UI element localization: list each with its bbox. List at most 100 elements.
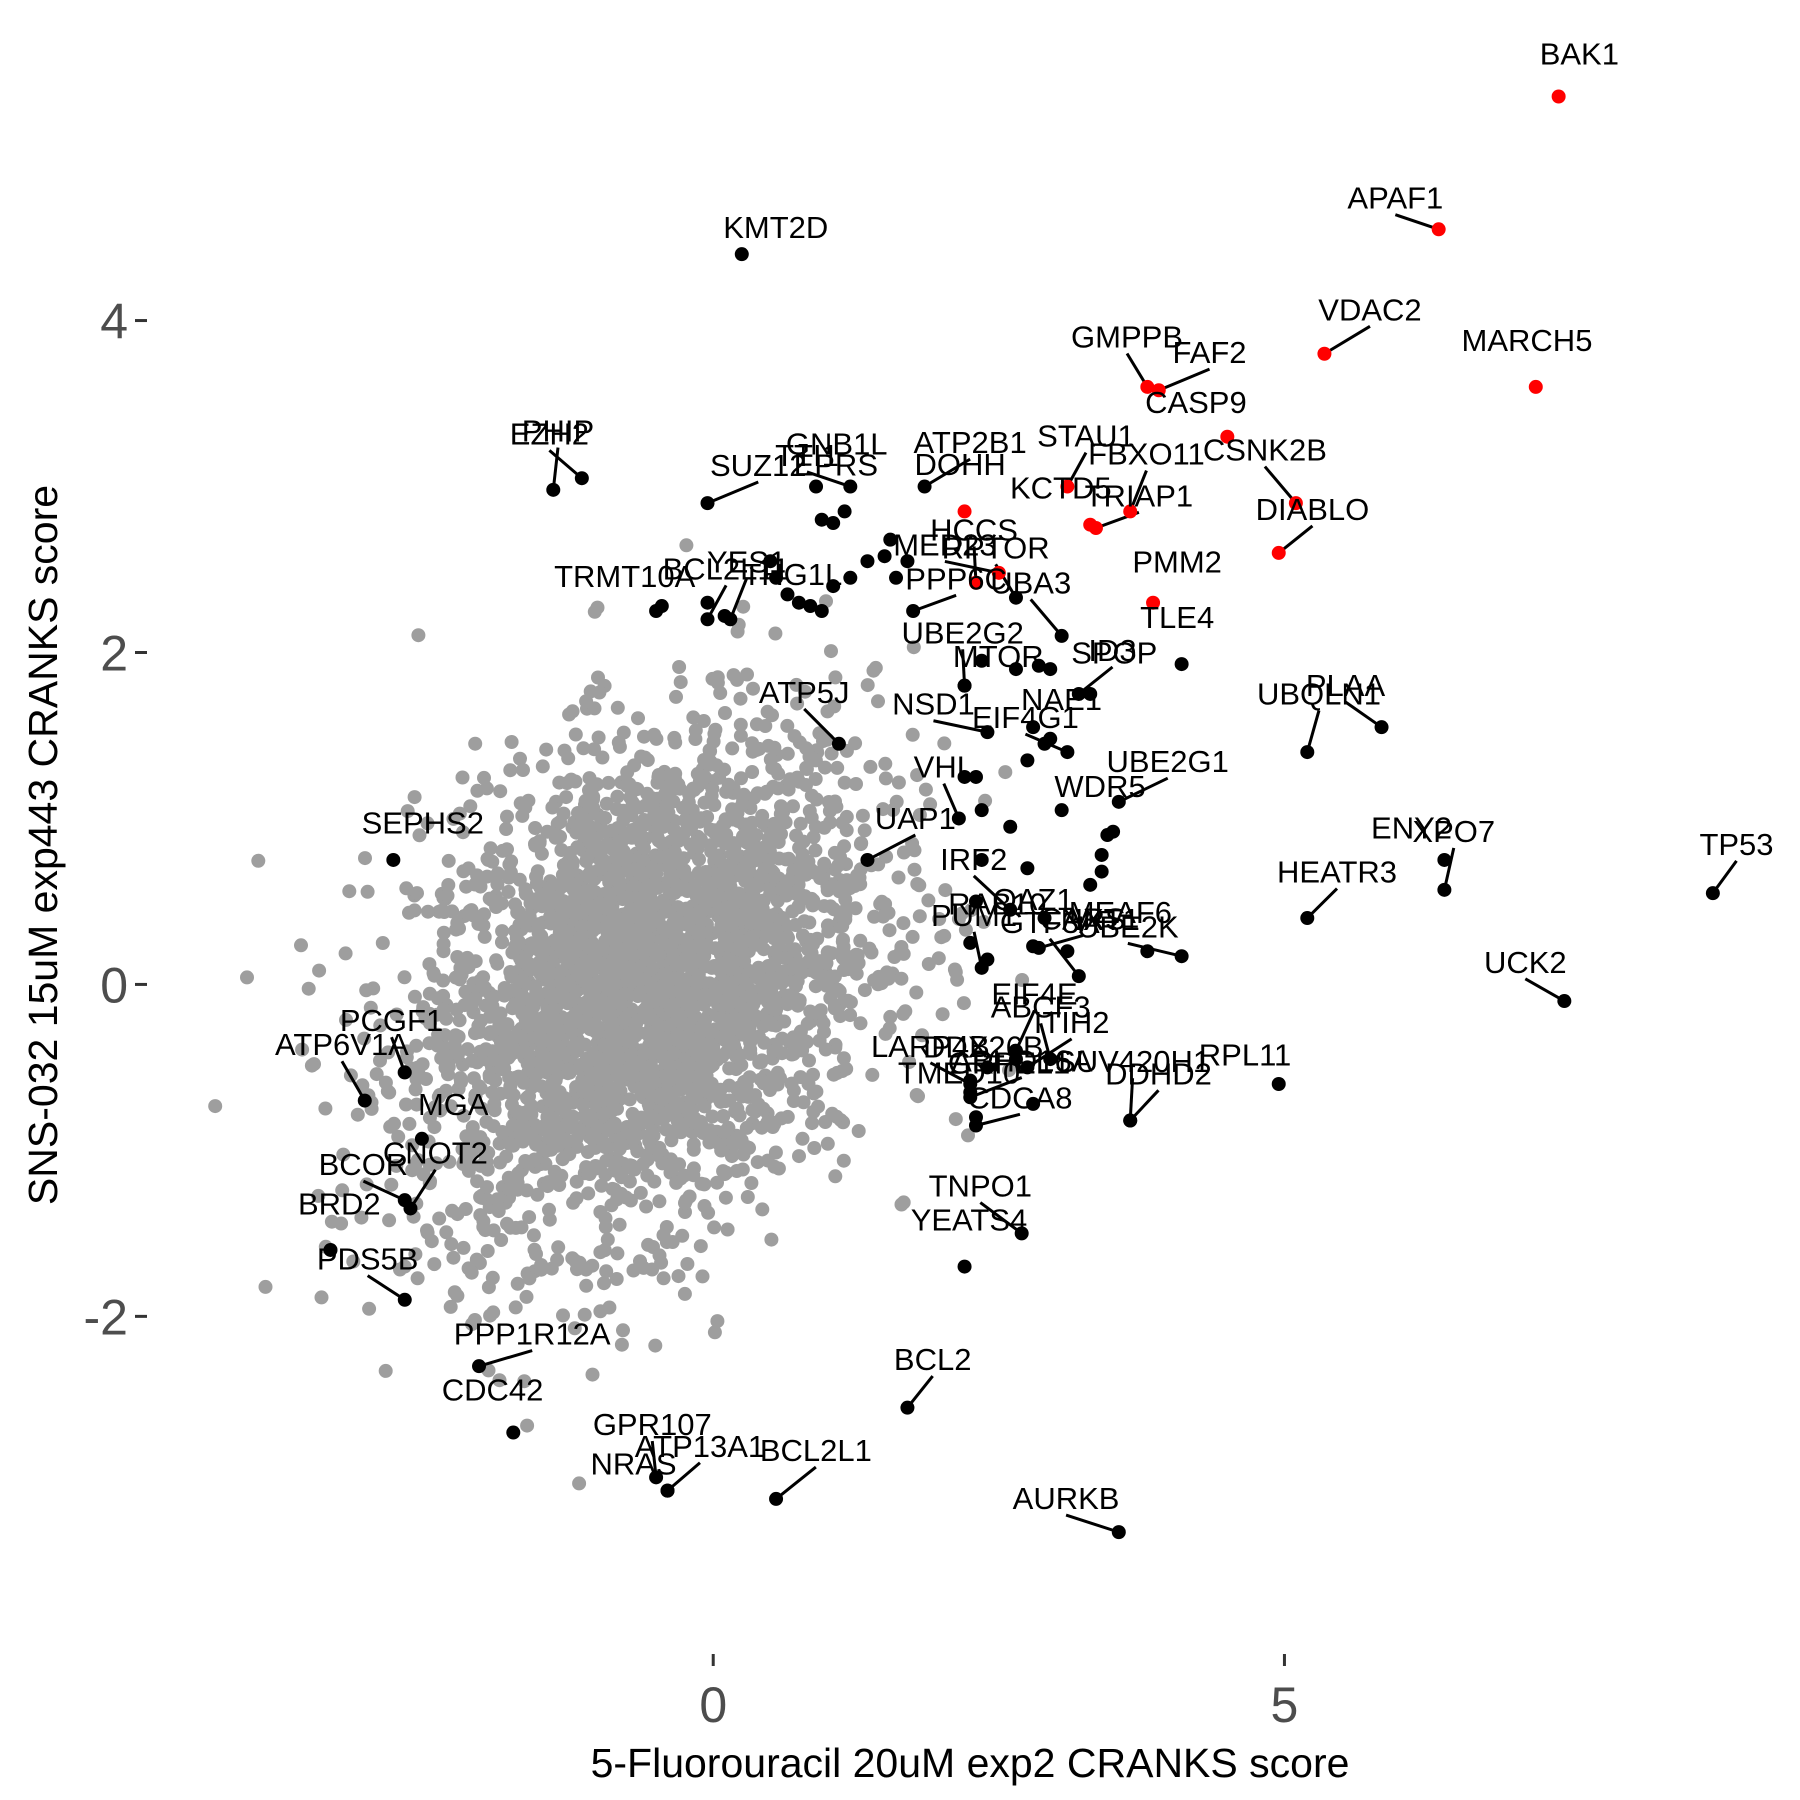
labeled-point-gpr107 xyxy=(649,1470,664,1485)
labeled-point-larp4b xyxy=(963,1077,978,1092)
bulk-point xyxy=(512,995,526,1010)
bulk-point xyxy=(806,1067,820,1082)
bulk-point xyxy=(1002,1063,1016,1078)
bulk-point xyxy=(585,963,600,978)
bulk-point xyxy=(579,694,594,709)
bulk-point xyxy=(713,686,728,700)
bulk-point xyxy=(817,856,832,871)
point-bcor-label: BCOR xyxy=(319,1147,409,1182)
point-vhl-label: VHL xyxy=(914,750,974,785)
labeled-point-nae1 xyxy=(1037,736,1052,751)
bulk-point xyxy=(490,866,505,881)
bulk-point xyxy=(645,1046,660,1061)
bulk-point xyxy=(624,783,639,798)
bulk-point xyxy=(724,1149,739,1164)
bulk-point xyxy=(702,1123,717,1138)
bulk-point xyxy=(495,1062,510,1077)
bulk-point xyxy=(667,885,682,900)
point-ddx26b-label: DDX26B xyxy=(923,1029,1044,1064)
bulk-point xyxy=(745,765,760,779)
bulk-point xyxy=(837,839,852,854)
labeled-point-brd2 xyxy=(323,1242,338,1257)
highlighted-point-apaf1 xyxy=(1431,222,1446,237)
highlighted-vdac2-leader-line xyxy=(1323,325,1371,356)
bulk-point xyxy=(1015,973,1030,987)
bulk-point xyxy=(445,1203,460,1218)
bulk-point xyxy=(821,924,836,939)
bulk-point xyxy=(733,1048,747,1063)
bulk-point xyxy=(793,856,808,871)
bulk-point xyxy=(828,1169,843,1184)
bulk-point xyxy=(826,1067,841,1082)
bulk-point xyxy=(690,779,705,794)
point-atp6v1a-leader-line xyxy=(340,1060,367,1102)
highlighted-med23-leader-line xyxy=(944,559,1000,575)
bulk-point xyxy=(796,1095,811,1110)
bulk-point xyxy=(378,1363,393,1378)
bulk-point xyxy=(740,1190,755,1204)
bulk-point xyxy=(359,1177,374,1192)
bulk-point xyxy=(606,910,621,925)
bulk-point xyxy=(456,1240,471,1255)
point-id3-label: ID3 xyxy=(1088,633,1136,668)
highlighted-vdac2-label: VDAC2 xyxy=(1318,292,1421,327)
bulk-point xyxy=(733,908,748,923)
bulk-point xyxy=(818,760,832,775)
bulk-point xyxy=(915,1028,930,1043)
bulk-point xyxy=(760,1014,775,1029)
bulk-point xyxy=(894,971,909,986)
point-plaa-label: PLAA xyxy=(1306,668,1386,703)
bulk-point xyxy=(696,714,711,728)
bulk-point xyxy=(707,726,722,741)
bulk-point xyxy=(736,599,751,614)
bulk-point xyxy=(905,929,920,944)
bulk-point xyxy=(761,738,776,753)
bulk-point xyxy=(769,923,784,938)
point-suv420h1-label: SUV420H1 xyxy=(1055,1044,1210,1079)
labeled-point-atp5j xyxy=(831,736,846,751)
bulk-point xyxy=(740,667,754,682)
bulk-point xyxy=(734,1133,749,1148)
bulk-point xyxy=(896,946,911,961)
bulk-point xyxy=(657,977,672,992)
bulk-point xyxy=(544,1142,559,1157)
bulk-point xyxy=(767,1072,782,1087)
bulk-point xyxy=(560,992,575,1007)
bulk-point xyxy=(655,1046,670,1061)
labeled-point-unnamed xyxy=(1008,662,1023,677)
bulk-point xyxy=(883,1009,898,1024)
bulk-point xyxy=(802,804,817,818)
bulk-point xyxy=(729,1164,744,1178)
axes-layer: -2 0 2 4 0 5 xyxy=(84,294,1299,1733)
labeled-point-eprs xyxy=(837,504,852,519)
bulk-point xyxy=(838,912,853,927)
labeled-point-mga xyxy=(414,1131,429,1146)
bulk-point xyxy=(450,1288,465,1303)
y-tick-label: 2 xyxy=(100,625,128,681)
bulk-point xyxy=(465,1053,480,1068)
bulk-point xyxy=(339,1012,353,1027)
point-nxt1-label: NXT1 xyxy=(1061,902,1140,937)
point-atp6v1a-label: ATP6V1A xyxy=(275,1027,409,1062)
bulk-point xyxy=(725,741,740,756)
bulk-point xyxy=(789,677,804,692)
bulk-point xyxy=(882,923,897,938)
labeled-point-unnamed xyxy=(974,653,989,668)
labeled-point-plaa xyxy=(1374,720,1389,735)
bulk-point xyxy=(506,1042,521,1057)
bulk-point xyxy=(705,893,719,908)
bulk-point xyxy=(640,1168,655,1183)
bulk-point xyxy=(579,854,594,869)
bulk-point xyxy=(600,1140,614,1155)
point-rab10-label: RAB10 xyxy=(948,887,1046,922)
point-gnb1l-label: GNB1L xyxy=(786,426,888,461)
point-plaa-leader-line xyxy=(1344,700,1383,729)
bulk-point xyxy=(500,809,514,824)
bulk-point xyxy=(958,922,973,937)
bulk-point xyxy=(817,899,832,914)
bulk-point xyxy=(802,749,817,764)
bulk-point xyxy=(747,935,762,950)
labeled-point-aurkb xyxy=(1111,1525,1126,1540)
bulk-point xyxy=(485,998,500,1013)
bulk-point xyxy=(707,1220,722,1235)
